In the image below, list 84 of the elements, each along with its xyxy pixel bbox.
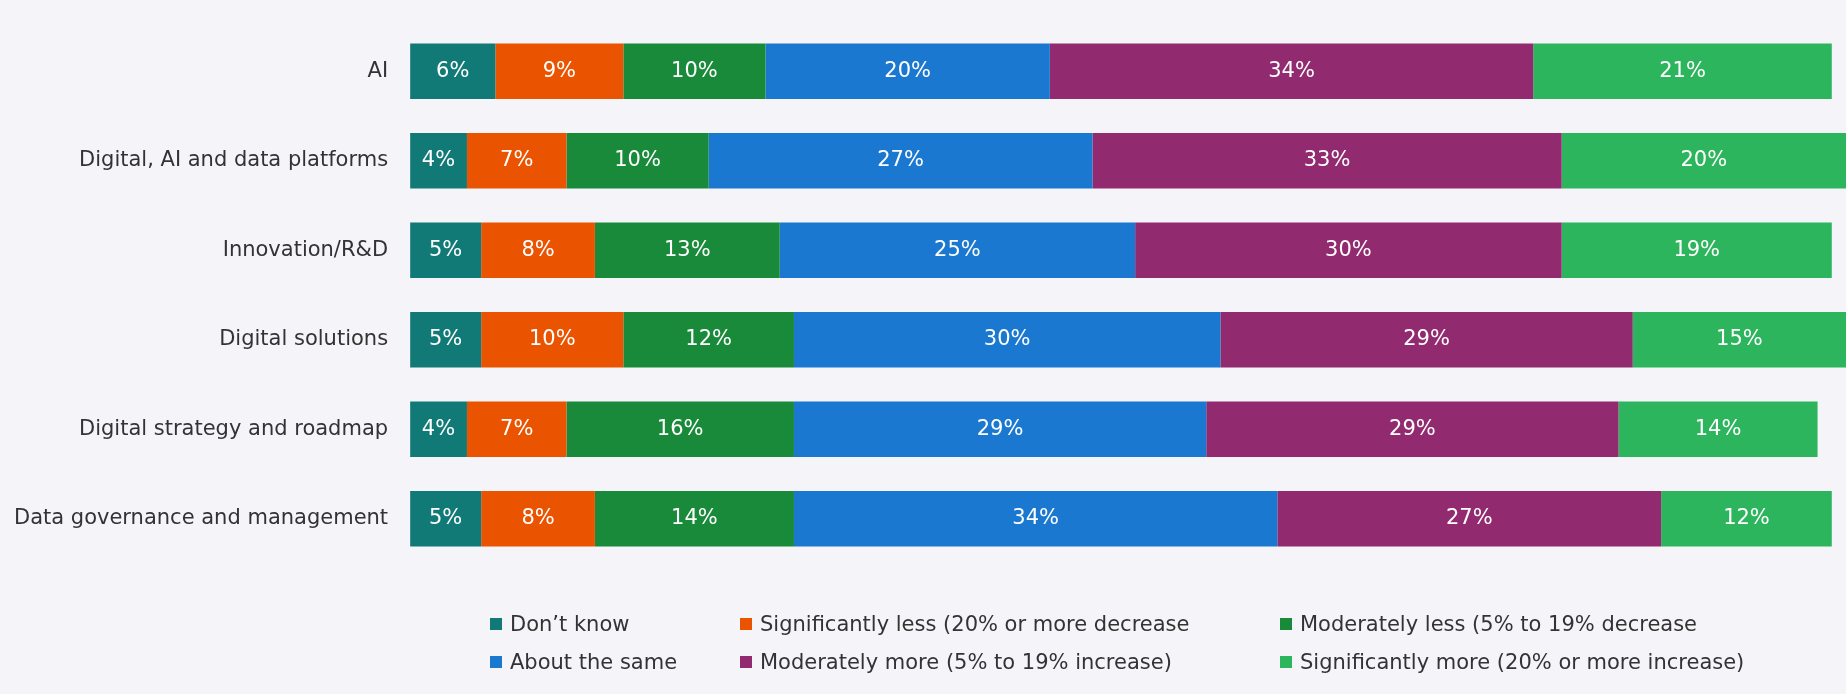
bar	[1220, 312, 1633, 368]
data-label: 30%	[1325, 236, 1372, 261]
data-label: 20%	[884, 57, 932, 82]
data-label: 21%	[1659, 57, 1706, 82]
bar	[623, 312, 794, 368]
bar	[765, 43, 1050, 100]
data-label: 14%	[1694, 415, 1742, 440]
legend-label: Significantly more (20% or more increase)	[1300, 650, 1745, 674]
y-tick-label: Digital, AI and data platforms	[79, 147, 389, 172]
bar	[1661, 490, 1832, 547]
legend-label: Moderately less (5% to 19% decrease	[1300, 612, 1698, 636]
bar	[566, 133, 709, 189]
bar	[481, 490, 595, 547]
bar	[623, 43, 766, 100]
data-label: 14%	[671, 505, 718, 530]
data-label: 10%	[528, 326, 576, 351]
bar	[495, 43, 624, 100]
data-label: 10%	[614, 147, 661, 172]
legend-label: Moderately more (5% to 19% increase)	[760, 650, 1172, 674]
bar	[566, 401, 794, 457]
bar	[466, 401, 567, 457]
data-label: 12%	[1723, 505, 1770, 530]
bar	[708, 133, 1093, 189]
data-label: 19%	[1673, 236, 1721, 261]
data-label: 5%	[428, 505, 463, 530]
bar	[793, 401, 1207, 457]
legend-label: About the same	[510, 650, 678, 674]
y-tick-label: AI	[367, 57, 389, 82]
data-label: 13%	[663, 236, 711, 261]
data-label: 34%	[1012, 505, 1059, 530]
bar	[1135, 222, 1562, 278]
bar	[1561, 222, 1832, 278]
bar	[1206, 401, 1619, 457]
bar	[410, 401, 467, 457]
bar	[410, 222, 482, 278]
bar	[793, 312, 1221, 368]
bar	[1632, 312, 1846, 368]
data-label: 8%	[521, 236, 555, 261]
bar	[779, 222, 1136, 278]
data-label: 16%	[656, 415, 704, 440]
data-label: 30%	[983, 326, 1031, 351]
data-label: 5%	[428, 326, 463, 351]
y-tick-label: Digital strategy and roadmap	[78, 415, 389, 440]
data-label: 29%	[976, 415, 1024, 440]
bar	[1618, 401, 1818, 457]
bar	[410, 490, 482, 547]
legend-label: Significantly less (20% or more decrease	[760, 612, 1190, 636]
data-label: 5%	[428, 236, 463, 261]
bar	[1092, 133, 1562, 189]
bar	[1049, 43, 1534, 100]
data-label: 6%	[436, 57, 470, 82]
bar	[466, 133, 567, 189]
bar	[410, 312, 482, 368]
y-tick-label: Innovation/R&D	[222, 236, 389, 261]
bar	[1277, 490, 1662, 547]
data-label: 7%	[500, 147, 534, 172]
y-tick-label: Digital solutions	[219, 326, 389, 351]
bar	[1533, 43, 1832, 100]
data-label: 29%	[1403, 326, 1450, 351]
data-label: 27%	[1445, 505, 1493, 530]
bar	[481, 222, 595, 278]
data-label: 29%	[1389, 415, 1436, 440]
bar	[1561, 133, 1846, 189]
y-tick-label: Data governance and management	[14, 505, 389, 530]
data-label: 10%	[671, 57, 718, 82]
bar	[410, 133, 467, 189]
data-label: 4%	[421, 147, 456, 172]
bar	[594, 222, 780, 278]
bar	[793, 490, 1278, 547]
data-label: 15%	[1716, 326, 1763, 351]
data-label: 27%	[877, 147, 924, 172]
bar	[481, 312, 624, 368]
data-label: 33%	[1303, 147, 1351, 172]
bar	[410, 43, 496, 100]
data-label: 4%	[421, 415, 456, 440]
data-label: 34%	[1268, 57, 1315, 82]
data-label: 12%	[685, 326, 732, 351]
data-label: 25%	[934, 236, 981, 261]
data-label: 20%	[1680, 147, 1728, 172]
bar	[594, 490, 794, 547]
data-label: 7%	[500, 415, 534, 440]
data-label: 8%	[521, 505, 555, 530]
legend-label: Don’t know	[510, 612, 630, 636]
data-label: 9%	[542, 57, 577, 82]
